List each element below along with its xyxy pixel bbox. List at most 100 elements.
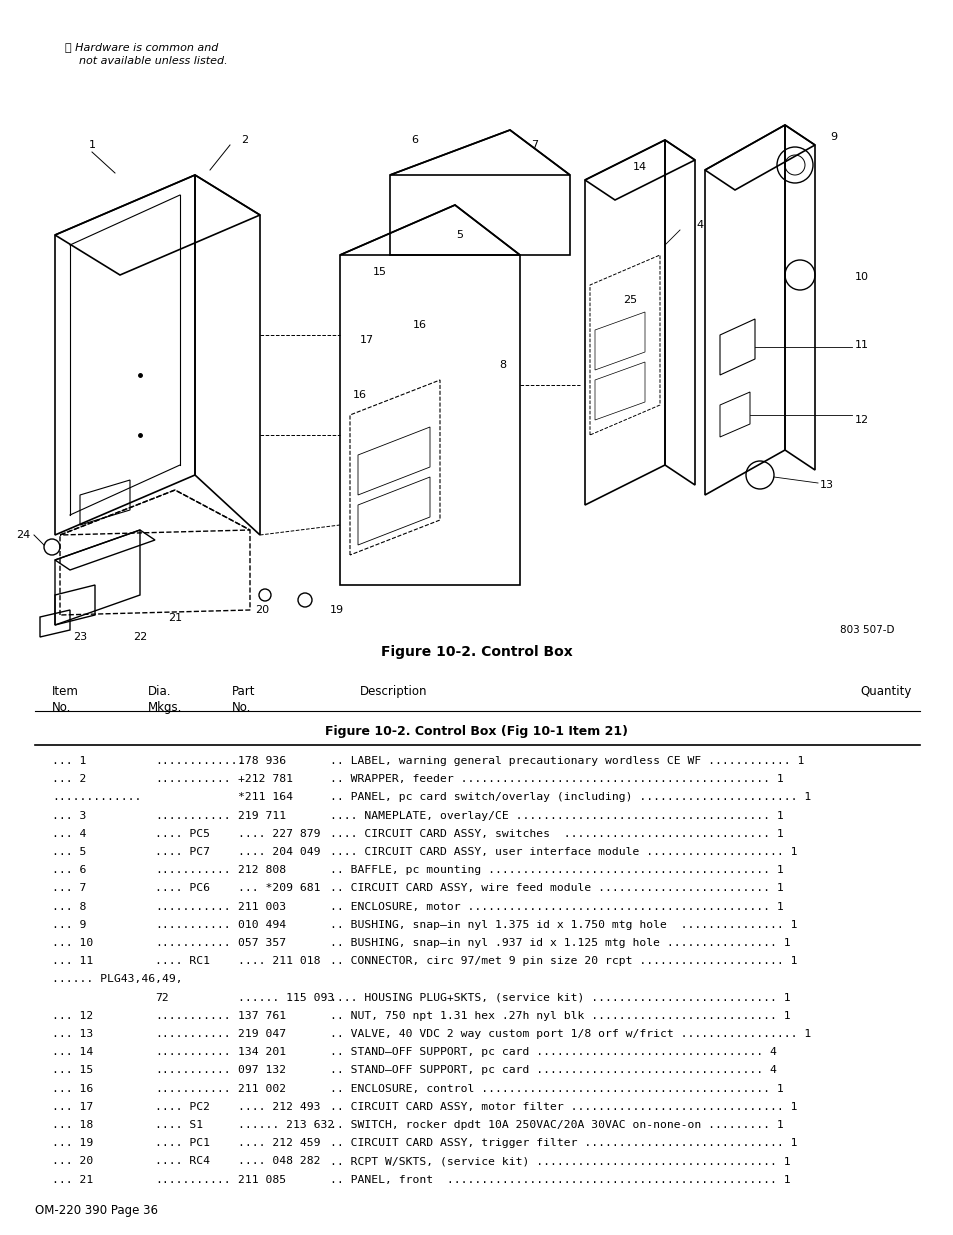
Text: ... 4: ... 4 <box>52 829 87 839</box>
Text: .... PC7: .... PC7 <box>154 847 210 857</box>
Text: .... PC5: .... PC5 <box>154 829 210 839</box>
Text: Figure 10-2. Control Box: Figure 10-2. Control Box <box>381 645 572 659</box>
Text: ... 1: ... 1 <box>52 756 87 766</box>
Text: ...... PLG43,46,49,: ...... PLG43,46,49, <box>52 974 182 984</box>
Text: 19: 19 <box>330 605 344 615</box>
Text: ⎗ Hardware is common and: ⎗ Hardware is common and <box>65 42 218 52</box>
Text: 803 507-D: 803 507-D <box>840 625 894 635</box>
Text: +212 781: +212 781 <box>237 774 293 784</box>
Text: .... 212 459: .... 212 459 <box>237 1139 320 1149</box>
Text: ...... 213 632: ...... 213 632 <box>237 1120 334 1130</box>
Text: 10: 10 <box>854 272 868 282</box>
Text: ...........: ........... <box>154 939 231 948</box>
Text: .... PC6: .... PC6 <box>154 883 210 893</box>
Text: .... 204 049: .... 204 049 <box>237 847 320 857</box>
Text: ... 15: ... 15 <box>52 1066 93 1076</box>
Text: .. BUSHING, snap–in nyl 1.375 id x 1.750 mtg hole  ............... 1: .. BUSHING, snap–in nyl 1.375 id x 1.750… <box>330 920 797 930</box>
Text: ... 7: ... 7 <box>52 883 87 893</box>
Text: 010 494: 010 494 <box>237 920 286 930</box>
Text: Dia.
Mkgs.: Dia. Mkgs. <box>148 685 182 714</box>
Text: .... 048 282: .... 048 282 <box>237 1156 320 1166</box>
Text: ...........: ........... <box>154 920 231 930</box>
Text: 4: 4 <box>696 220 702 230</box>
Text: ...........: ........... <box>154 1174 231 1184</box>
Text: 057 357: 057 357 <box>237 939 286 948</box>
Text: *211 164: *211 164 <box>237 793 293 803</box>
Text: 212 808: 212 808 <box>237 866 286 876</box>
Text: 21: 21 <box>168 613 182 622</box>
Text: .. PANEL, front  ................................................ 1: .. PANEL, front ........................… <box>330 1174 790 1184</box>
Text: ...........: ........... <box>154 810 231 820</box>
Text: ... 3: ... 3 <box>52 810 87 820</box>
Text: 12: 12 <box>854 415 868 425</box>
Text: .. LABEL, warning general precautionary wordless CE WF ............ 1: .. LABEL, warning general precautionary … <box>330 756 803 766</box>
Text: ...........: ........... <box>154 1083 231 1094</box>
Text: ...........: ........... <box>154 1029 231 1039</box>
Text: 16: 16 <box>353 390 367 400</box>
Text: ... 2: ... 2 <box>52 774 87 784</box>
Text: 219 711: 219 711 <box>237 810 286 820</box>
Text: .............: ............. <box>52 793 141 803</box>
Text: not available unless listed.: not available unless listed. <box>65 56 228 65</box>
Text: 219 047: 219 047 <box>237 1029 286 1039</box>
Text: .... CIRCUIT CARD ASSY, switches  .............................. 1: .... CIRCUIT CARD ASSY, switches .......… <box>330 829 783 839</box>
Text: Figure 10-2. Control Box (Fig 10-1 Item 21): Figure 10-2. Control Box (Fig 10-1 Item … <box>325 725 628 739</box>
Text: .... CIRCUIT CARD ASSY, user interface module .................... 1: .... CIRCUIT CARD ASSY, user interface m… <box>330 847 797 857</box>
Text: 25: 25 <box>622 295 637 305</box>
Text: ...........: ........... <box>154 1010 231 1021</box>
Text: OM-220 390 Page 36: OM-220 390 Page 36 <box>35 1204 158 1216</box>
Text: .. CIRCUIT CARD ASSY, motor filter ............................... 1: .. CIRCUIT CARD ASSY, motor filter .....… <box>330 1102 797 1112</box>
Text: ... 10: ... 10 <box>52 939 93 948</box>
Text: ... 9: ... 9 <box>52 920 87 930</box>
Text: ... 20: ... 20 <box>52 1156 93 1166</box>
Text: .. WRAPPER, feeder ............................................. 1: .. WRAPPER, feeder .....................… <box>330 774 783 784</box>
Text: ...... 115 093: ...... 115 093 <box>237 993 334 1003</box>
Text: .... HOUSING PLUG+SKTS, (service kit) ........................... 1: .... HOUSING PLUG+SKTS, (service kit) ..… <box>330 993 790 1003</box>
Text: Part
No.: Part No. <box>232 685 255 714</box>
Text: ...........: ........... <box>154 774 231 784</box>
Text: 211 002: 211 002 <box>237 1083 286 1094</box>
Text: .... RC4: .... RC4 <box>154 1156 210 1166</box>
Text: ... 6: ... 6 <box>52 866 87 876</box>
Text: .... PC1: .... PC1 <box>154 1139 210 1149</box>
Text: 14: 14 <box>632 162 646 172</box>
Text: ... 21: ... 21 <box>52 1174 93 1184</box>
Text: .. RCPT W/SKTS, (service kit) ................................... 1: .. RCPT W/SKTS, (service kit) ..........… <box>330 1156 790 1166</box>
Text: 097 132: 097 132 <box>237 1066 286 1076</box>
Text: ...........: ........... <box>154 866 231 876</box>
Text: .. NUT, 750 npt 1.31 hex .27h nyl blk ........................... 1: .. NUT, 750 npt 1.31 hex .27h nyl blk ..… <box>330 1010 790 1021</box>
Text: 211 085: 211 085 <box>237 1174 286 1184</box>
Text: .. BUSHING, snap–in nyl .937 id x 1.125 mtg hole ................ 1: .. BUSHING, snap–in nyl .937 id x 1.125 … <box>330 939 790 948</box>
Text: 24: 24 <box>16 530 30 540</box>
Text: 72: 72 <box>154 993 169 1003</box>
Text: .... 212 493: .... 212 493 <box>237 1102 320 1112</box>
Text: ... 5: ... 5 <box>52 847 87 857</box>
Text: ... 13: ... 13 <box>52 1029 93 1039</box>
Text: ... 14: ... 14 <box>52 1047 93 1057</box>
Text: 134 201: 134 201 <box>237 1047 286 1057</box>
Text: 23: 23 <box>72 632 87 642</box>
Text: ... 16: ... 16 <box>52 1083 93 1094</box>
Text: ...........: ........... <box>154 1066 231 1076</box>
Text: 22: 22 <box>132 632 147 642</box>
Text: .. CIRCUIT CARD ASSY, wire feed module ......................... 1: .. CIRCUIT CARD ASSY, wire feed module .… <box>330 883 783 893</box>
Text: 15: 15 <box>373 267 387 277</box>
Text: ... 19: ... 19 <box>52 1139 93 1149</box>
Text: ... 11: ... 11 <box>52 956 93 966</box>
Text: ... 12: ... 12 <box>52 1010 93 1021</box>
Text: .... RC1: .... RC1 <box>154 956 210 966</box>
Text: .... 211 018: .... 211 018 <box>237 956 320 966</box>
Text: 178 936: 178 936 <box>237 756 286 766</box>
Text: ... 17: ... 17 <box>52 1102 93 1112</box>
Text: .. ENCLOSURE, control .......................................... 1: .. ENCLOSURE, control ..................… <box>330 1083 783 1094</box>
Text: .... PC2: .... PC2 <box>154 1102 210 1112</box>
Text: ... *209 681: ... *209 681 <box>237 883 320 893</box>
Text: .... S1: .... S1 <box>154 1120 203 1130</box>
Text: Item
No.: Item No. <box>52 685 79 714</box>
Text: .. CONNECTOR, circ 97/met 9 pin size 20 rcpt ..................... 1: .. CONNECTOR, circ 97/met 9 pin size 20 … <box>330 956 797 966</box>
Text: 13: 13 <box>820 480 833 490</box>
Text: ...........: ........... <box>154 1047 231 1057</box>
Text: .. PANEL, pc card switch/overlay (including) ....................... 1: .. PANEL, pc card switch/overlay (includ… <box>330 793 810 803</box>
Text: 5: 5 <box>456 230 463 240</box>
Text: ... 8: ... 8 <box>52 902 87 911</box>
